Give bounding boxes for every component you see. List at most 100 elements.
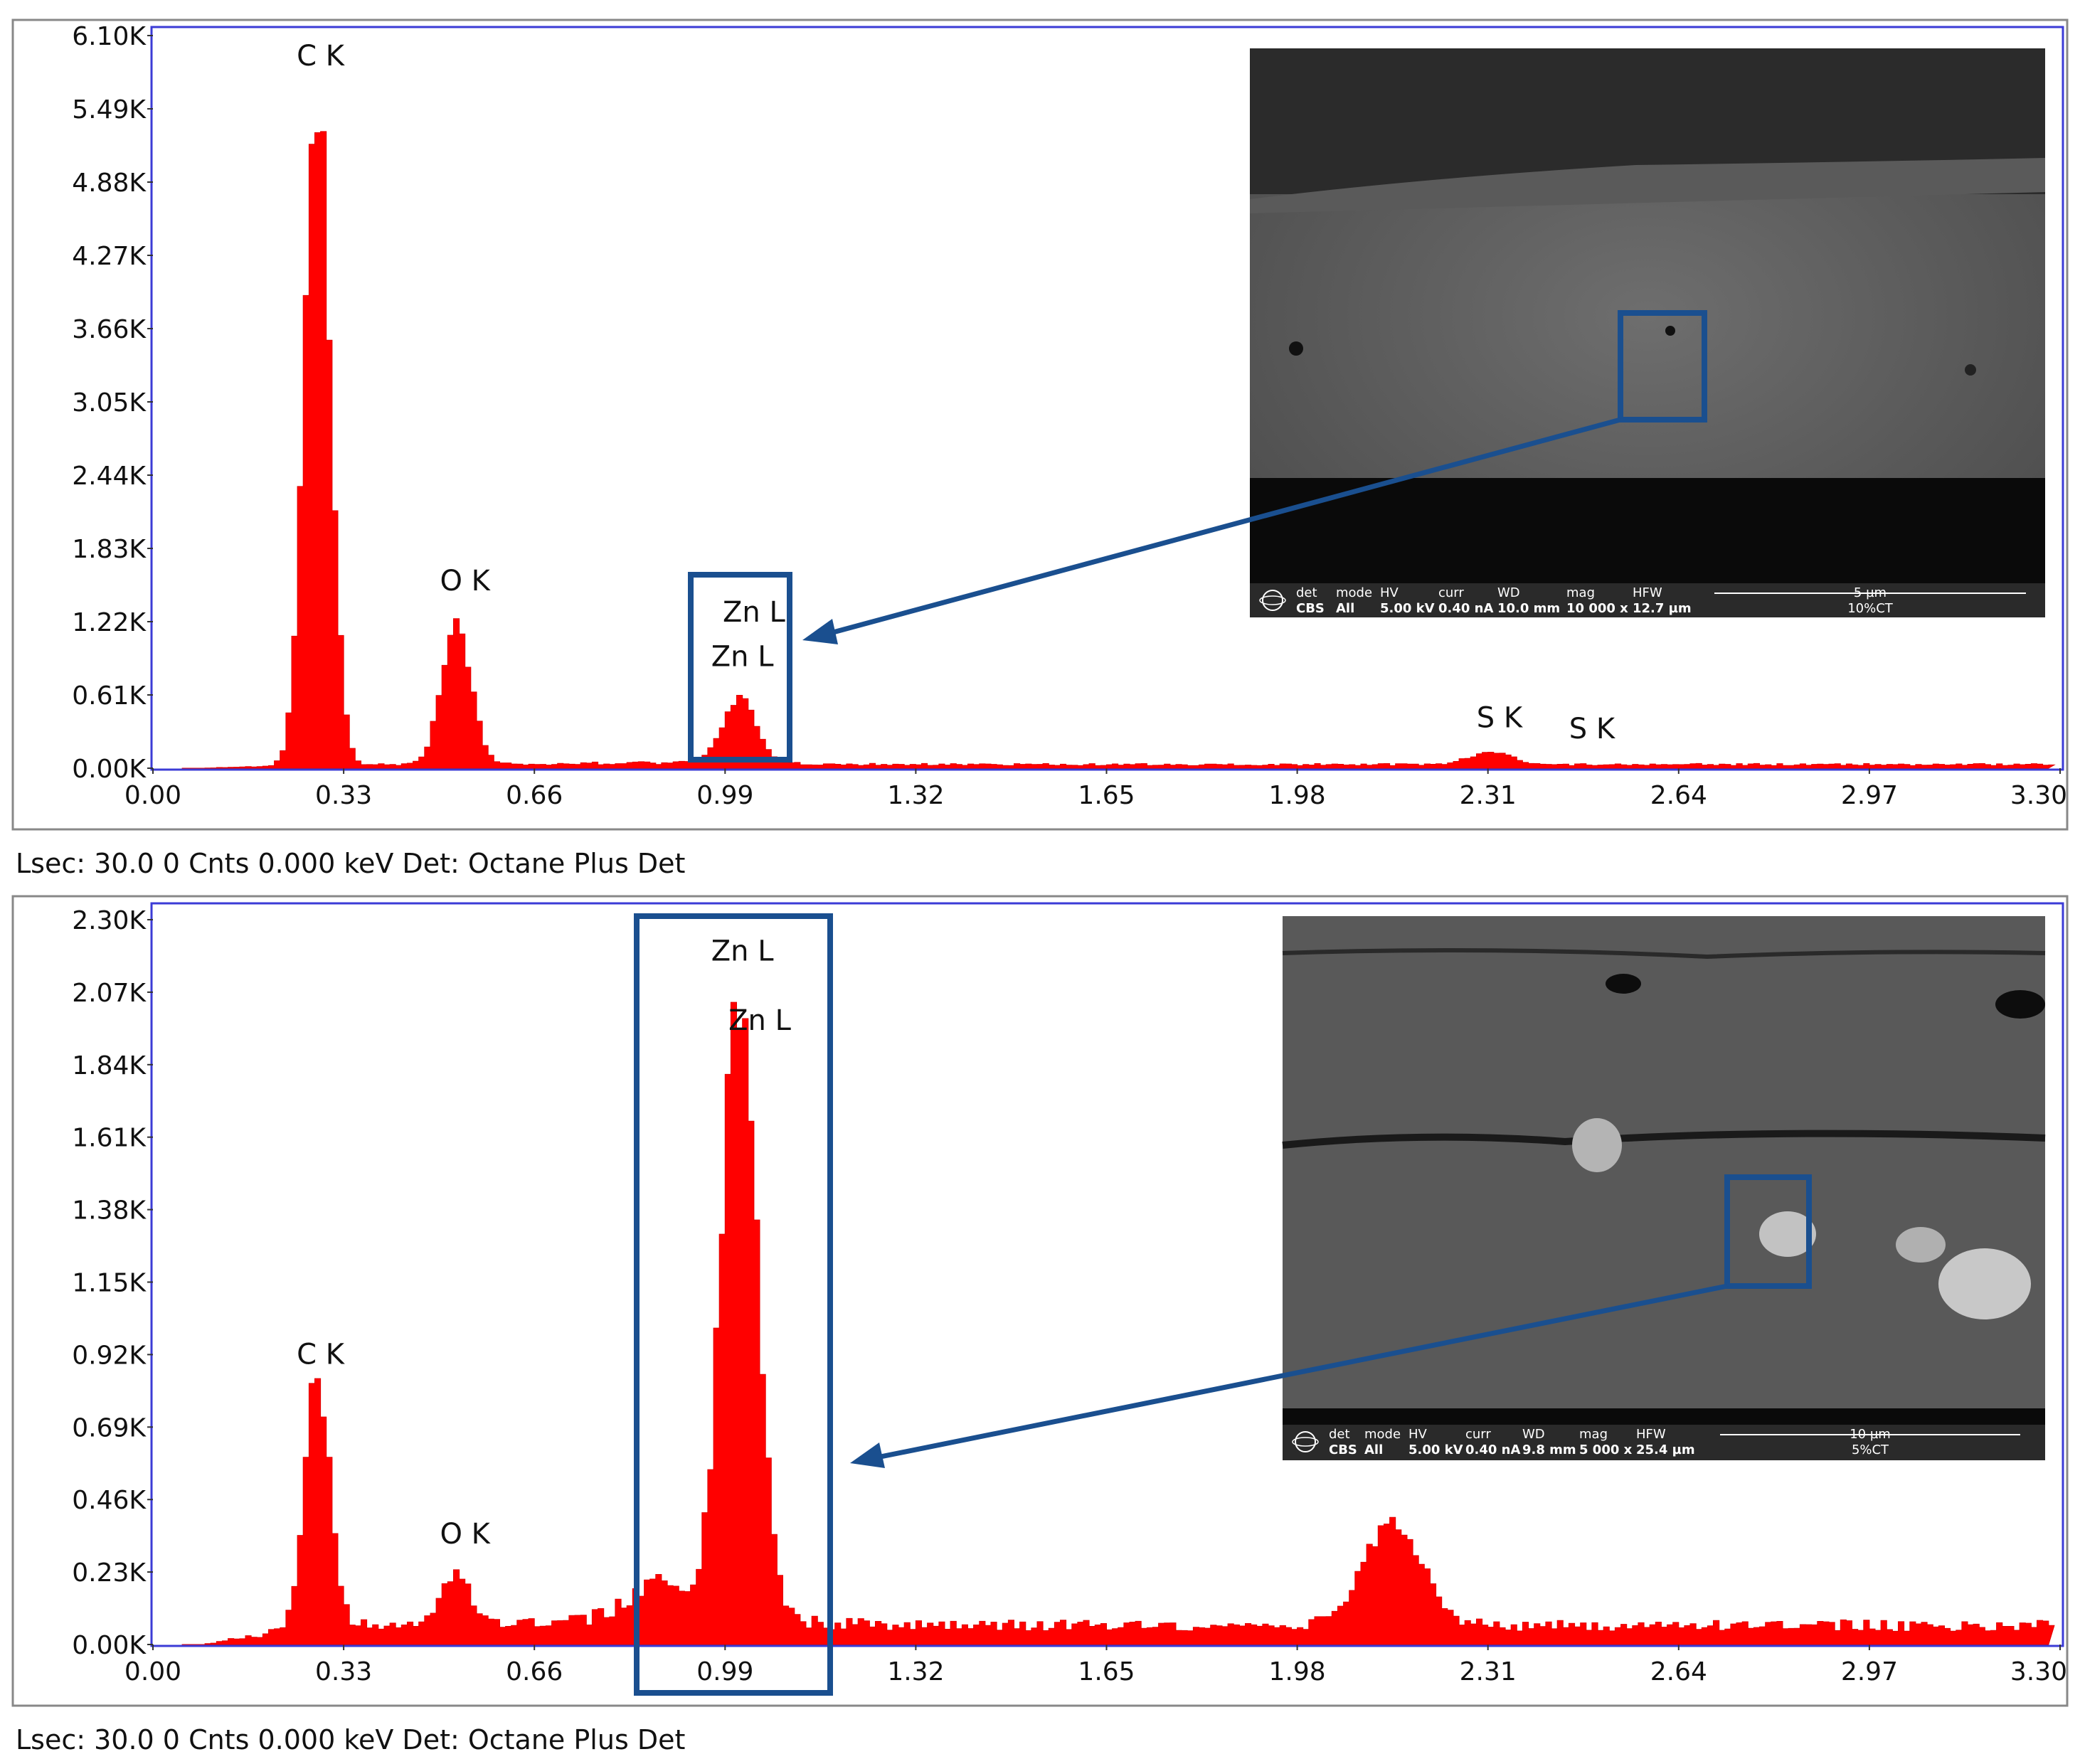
status-line: Lsec: 30.0 0 Cnts 0.000 keV Det: Octane … <box>16 848 685 879</box>
status-line: Lsec: 30.0 0 Cnts 0.000 keV Det: Octane … <box>16 1724 685 1755</box>
x-tick-label: 0.66 <box>506 781 563 810</box>
highlight-box <box>634 913 833 1696</box>
x-tick-label: 0.99 <box>696 781 753 810</box>
atom-icon <box>1295 1431 1316 1452</box>
spectrum-series <box>181 1001 2055 1645</box>
sem-crack <box>1282 948 2046 960</box>
sem-interface <box>1250 158 2045 213</box>
y-tick-label: 0.92K <box>72 1341 147 1370</box>
sem-param-value: CBS <box>1329 1442 1357 1457</box>
sem-particle <box>1896 1227 1946 1263</box>
sem-param-value: 12.7 µm <box>1633 601 1692 616</box>
spectrum-panel-2: 0.00K 0.23K 0.46K 0.69K 0.92K 1.15K 1.38K 1.61K… <box>11 895 2069 1707</box>
sem-param-label: WD <box>1497 585 1520 600</box>
sem-param-label: HV <box>1408 1427 1428 1442</box>
y-tick-label: 1.15K <box>72 1269 147 1298</box>
x-tick-labels: 0.00 0.33 0.66 0.99 1.32 1.65 1.98 2.31 2.64 2.97… <box>124 1657 2067 1686</box>
peak-label: C K <box>297 1339 346 1371</box>
spectrum-panel-1: 0.00K 0.61K 1.22K 1.83K 2.44K 3.05K 3.66K 4.27K… <box>11 18 2069 831</box>
sem-param-value: 25.4 µm <box>1636 1442 1695 1457</box>
x-tick-label: 1.65 <box>1078 781 1135 810</box>
x-tick-label: 2.64 <box>1650 1657 1707 1686</box>
sem-param-value: 0.40 nA <box>1465 1442 1520 1457</box>
x-tick-label: 1.32 <box>887 781 944 810</box>
x-tick-label: 1.98 <box>1269 1657 1326 1686</box>
x-tick-label: 0.00 <box>124 1657 181 1686</box>
sem-param-label: HFW <box>1633 585 1662 600</box>
x-tick-label: 2.64 <box>1650 781 1707 810</box>
y-tick-label: 1.84K <box>72 1051 147 1080</box>
y-tick-label: 0.61K <box>72 681 147 711</box>
highlight-box <box>688 572 792 763</box>
y-tick-label: 1.22K <box>72 608 147 637</box>
scale-bar-label: 5 µm <box>1854 585 1887 600</box>
x-tick-label: 1.65 <box>1078 1657 1135 1686</box>
sem-pore <box>1606 974 1641 994</box>
spectrum-series <box>181 131 2056 769</box>
y-tick-label: 4.27K <box>72 242 147 271</box>
sem-param-value: 10.0 mm <box>1497 601 1560 616</box>
y-tick-label: 5.49K <box>72 95 147 124</box>
y-tick-label: 6.10K <box>72 22 147 51</box>
peak-label: C K <box>297 40 346 73</box>
peak-label: S K <box>1477 702 1524 735</box>
sample-label: 10%CT <box>1847 601 1894 616</box>
y-tick-label: 0.23K <box>72 1558 147 1588</box>
x-tick-label: 3.30 <box>2010 1657 2067 1686</box>
sem-param-label: HV <box>1380 585 1399 600</box>
sem-pore <box>1289 341 1303 356</box>
y-tick-label: 0.00K <box>72 1631 147 1660</box>
atom-icon-orbit <box>1259 595 1286 605</box>
sem-particle <box>1938 1248 2031 1319</box>
peak-label: Zn L <box>723 596 785 629</box>
sample-label: 5%CT <box>1852 1442 1889 1457</box>
x-tick-label: 1.32 <box>887 1657 944 1686</box>
y-tick-label: 0.00K <box>72 755 147 784</box>
sem-image <box>1283 916 2045 1425</box>
sem-databar <box>1250 583 2045 617</box>
sem-param-label: det <box>1296 585 1317 600</box>
peak-labels: C K O K Zn L Zn L S K S K <box>297 40 1616 745</box>
sem-substrate <box>1250 478 2045 583</box>
y-tick-label: 0.69K <box>72 1413 147 1442</box>
sem-param-label: HFW <box>1636 1427 1666 1442</box>
sem-param-value: 0.40 nA <box>1438 601 1493 616</box>
y-tick-label: 1.61K <box>72 1124 147 1153</box>
scale-bar-label: 10 µm <box>1850 1427 1891 1442</box>
y-tick-label: 1.38K <box>72 1196 147 1226</box>
sem-param-label: WD <box>1522 1427 1545 1442</box>
y-tick-label: 2.44K <box>72 462 147 491</box>
sem-param-label: curr <box>1465 1427 1491 1442</box>
sem-param-value: 5.00 kV <box>1408 1442 1463 1457</box>
sem-substrate <box>1283 1408 2045 1425</box>
sem-region-box <box>1724 1174 1812 1289</box>
sem-param-value: 5 000 x <box>1579 1442 1633 1457</box>
sem-param-value: 5.00 kV <box>1380 601 1435 616</box>
sem-param-value: 9.8 mm <box>1522 1442 1576 1457</box>
sem-param-value: All <box>1336 601 1354 616</box>
sem-databar <box>1283 1425 2045 1460</box>
peak-label: Zn L <box>711 640 774 673</box>
x-tick-labels: 0.00 0.33 0.66 0.99 1.32 1.65 1.98 2.31 2.64 2.97… <box>124 781 2067 810</box>
sem-pore <box>1665 326 1675 336</box>
y-tick-label: 3.66K <box>72 315 147 344</box>
x-tick-label: 0.00 <box>124 781 181 810</box>
sem-particle <box>1759 1211 1816 1257</box>
tick-marks <box>147 919 2061 1650</box>
x-tick-label: 2.97 <box>1841 1657 1898 1686</box>
callout-arrow <box>850 1283 1728 1468</box>
peak-label: O K <box>440 565 491 597</box>
x-tick-label: 3.30 <box>2010 781 2067 810</box>
y-tick-label: 1.83K <box>72 535 147 564</box>
y-tick-label: 2.30K <box>72 906 147 935</box>
sem-param-value: 10 000 x <box>1566 601 1628 616</box>
sem-pore <box>1995 990 2045 1019</box>
x-tick-label: 1.98 <box>1269 781 1326 810</box>
y-tick-label: 2.07K <box>72 979 147 1008</box>
sem-param-value: All <box>1364 1442 1383 1457</box>
y-tick-label: 0.46K <box>72 1486 147 1515</box>
peak-label: Zn L <box>711 935 774 968</box>
